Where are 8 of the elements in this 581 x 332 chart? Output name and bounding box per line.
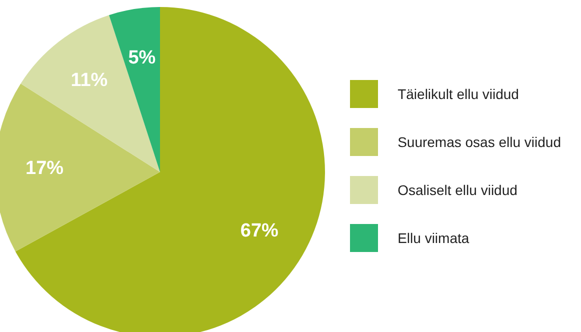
data-label: 17% xyxy=(26,158,64,179)
legend-label: Suuremas osas ellu viidud xyxy=(398,134,561,150)
legend-label: Täielikult ellu viidud xyxy=(398,86,519,102)
data-label: 67% xyxy=(240,220,279,242)
legend-label: Osaliselt ellu viidud xyxy=(398,182,518,198)
data-label: 5% xyxy=(128,47,156,68)
data-label: 11% xyxy=(70,70,108,92)
legend-label: Ellu viimata xyxy=(398,230,470,246)
